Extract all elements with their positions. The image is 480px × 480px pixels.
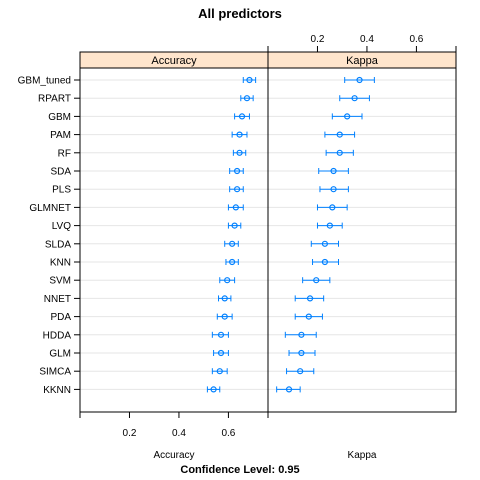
estimate-point-kappa — [330, 167, 337, 175]
estimate-point-accuracy — [233, 167, 241, 175]
model-label: RF — [58, 148, 71, 159]
x-axis-label-kappa: Kappa — [348, 450, 377, 461]
estimate-point-accuracy — [246, 76, 253, 84]
model-label: GLM — [49, 349, 71, 360]
model-label: GLMNET — [29, 203, 71, 214]
tick-label-kappa: 0.6 — [409, 34, 423, 45]
chart-title: All predictors — [198, 6, 282, 21]
estimate-point-accuracy — [236, 131, 243, 138]
estimate-point-accuracy — [233, 186, 241, 193]
estimate-point-kappa — [306, 295, 314, 302]
estimate-point-accuracy — [236, 149, 243, 156]
tick-label-accuracy: 0.4 — [172, 428, 186, 439]
estimate-point-accuracy — [243, 95, 251, 102]
model-label: PAM — [50, 130, 71, 141]
estimate-point-kappa — [297, 368, 304, 375]
estimate-point-accuracy — [224, 277, 231, 284]
model-label: SLDA — [45, 239, 71, 250]
estimate-point-kappa — [298, 331, 305, 338]
estimate-point-kappa — [356, 76, 363, 84]
strip-label-kappa: Kappa — [346, 55, 379, 67]
model-label: KKNN — [43, 385, 71, 396]
model-label: LVQ — [52, 221, 71, 232]
tick-label-accuracy: 0.2 — [123, 428, 137, 439]
model-label: GBM_tuned — [18, 76, 71, 87]
estimate-point-kappa — [336, 131, 343, 138]
model-label: SDA — [50, 167, 71, 178]
model-label: GBM — [48, 112, 71, 123]
estimate-point-kappa — [336, 149, 343, 156]
estimate-point-accuracy — [217, 331, 225, 338]
strip-label-accuracy: Accuracy — [151, 55, 197, 67]
model-label: RPART — [38, 94, 71, 105]
estimate-point-kappa — [321, 258, 328, 266]
estimate-point-kappa — [285, 386, 293, 393]
estimate-point-kappa — [351, 95, 358, 102]
estimate-point-kappa — [305, 313, 312, 320]
panel-frame-accuracy — [79, 51, 269, 413]
model-label: HDDA — [43, 330, 72, 341]
model-label: SIMCA — [39, 367, 71, 378]
plot-area: Accuracy 0.2 0.4 0.6 Kappa 0.2 0.4 0.6 GBM_tuned… — [18, 34, 457, 439]
estimate-point-accuracy — [229, 258, 236, 266]
estimate-point-accuracy — [232, 204, 239, 211]
estimate-point-accuracy — [217, 349, 225, 357]
tick-label-kappa: 0.2 — [311, 34, 325, 45]
tick-label-accuracy: 0.6 — [221, 428, 235, 439]
estimate-point-accuracy — [238, 113, 246, 120]
model-label: PDA — [50, 312, 71, 323]
model-label: SVM — [49, 276, 71, 287]
tick-label-kappa: 0.4 — [360, 34, 374, 45]
model-label: NNET — [44, 294, 71, 305]
model-label: KNN — [50, 258, 71, 269]
estimate-point-accuracy — [221, 313, 228, 320]
model-label: PLS — [52, 185, 71, 196]
panel-frame-kappa — [267, 51, 457, 413]
estimate-point-kappa — [344, 113, 351, 120]
estimate-point-kappa — [326, 222, 333, 229]
estimate-point-kappa — [321, 240, 328, 247]
estimate-point-accuracy — [229, 240, 236, 247]
estimate-point-kappa — [330, 186, 337, 193]
estimate-point-kappa — [329, 204, 336, 211]
estimate-point-kappa — [298, 349, 305, 357]
estimate-point-accuracy — [216, 368, 223, 375]
confidence-caption: Confidence Level: 0.95 — [180, 464, 299, 476]
estimate-point-accuracy — [231, 222, 238, 229]
x-axis-label-accuracy: Accuracy — [153, 450, 194, 461]
estimate-point-accuracy — [210, 386, 217, 393]
estimate-point-accuracy — [221, 295, 228, 302]
estimate-point-kappa — [313, 277, 320, 284]
